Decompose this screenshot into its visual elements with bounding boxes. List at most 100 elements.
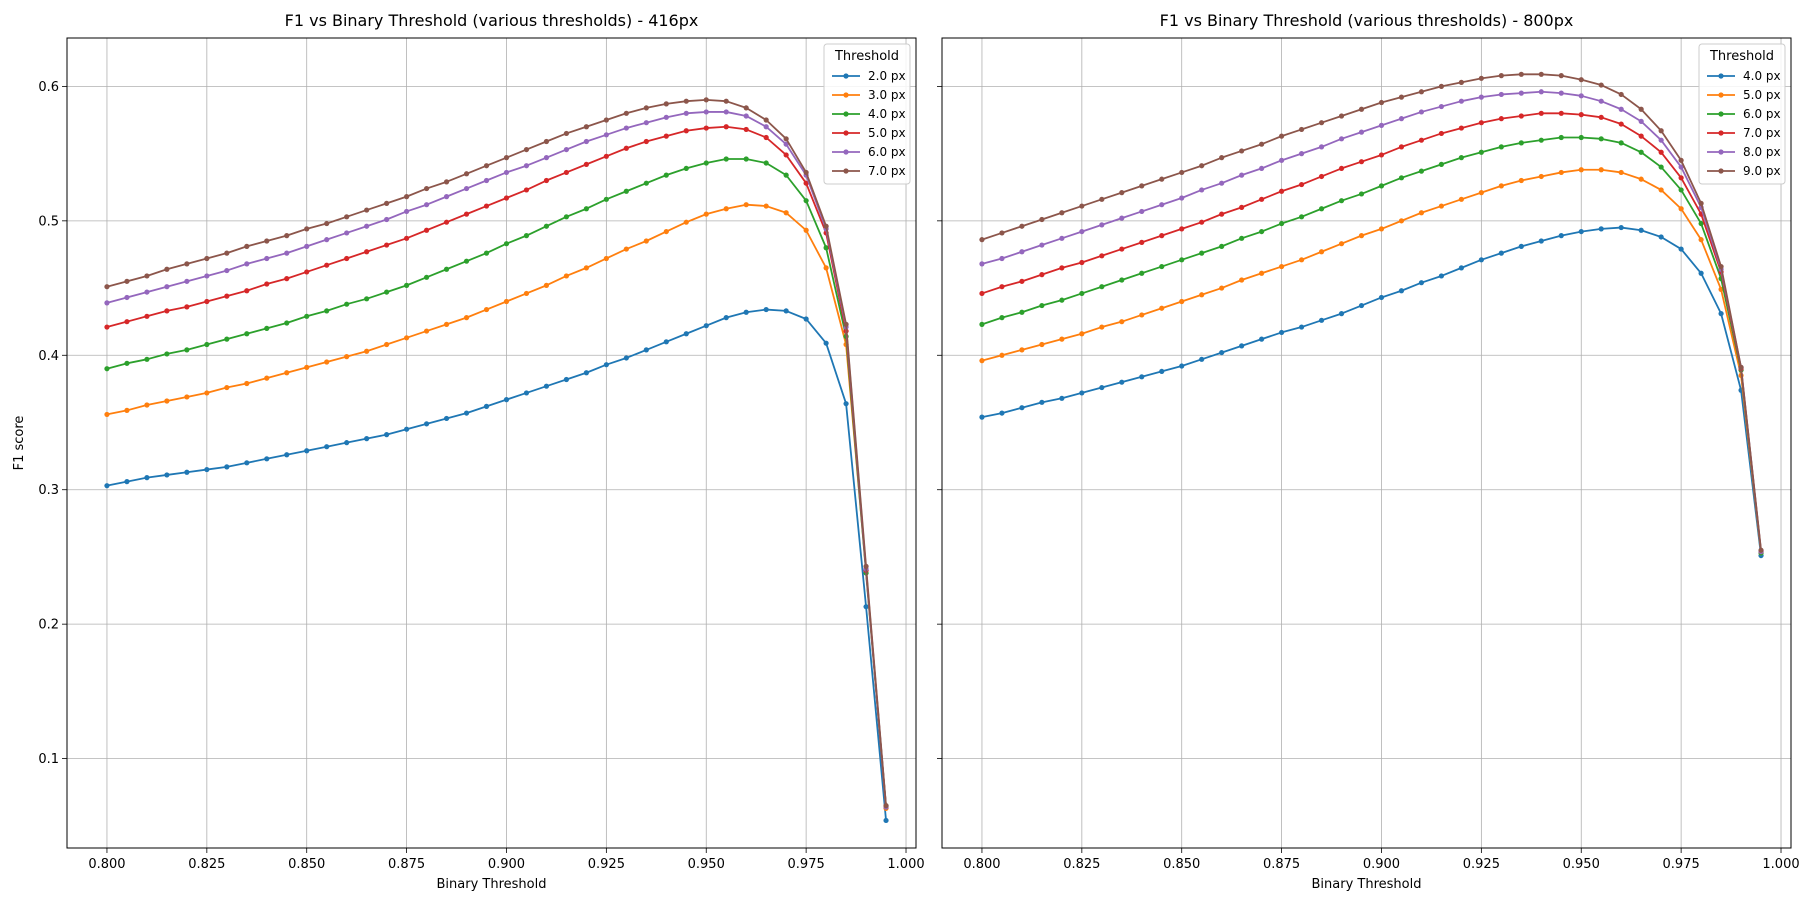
- data-point: [423, 328, 430, 334]
- data-point: [523, 187, 530, 193]
- data-point: [384, 242, 390, 248]
- data-point: [1159, 233, 1165, 239]
- data-point: [1119, 319, 1125, 325]
- legend-label: 3.0 px: [868, 88, 906, 102]
- data-point: [623, 145, 629, 151]
- data-point: [683, 219, 689, 225]
- data-point: [224, 336, 230, 342]
- data-point: [1498, 73, 1504, 79]
- data-point: [1458, 79, 1464, 85]
- data-point: [1598, 136, 1604, 142]
- data-point: [104, 366, 110, 372]
- data-point: [1538, 238, 1544, 244]
- x-tick-label: 0.850: [1163, 857, 1200, 872]
- legend-label: 4.0 px: [1743, 69, 1781, 83]
- data-point: [304, 243, 310, 249]
- data-point: [1518, 243, 1524, 249]
- x-axis-label: Binary Threshold: [1312, 877, 1422, 892]
- data-point: [1338, 311, 1345, 317]
- data-point: [404, 282, 410, 288]
- data-point: [284, 320, 290, 326]
- data-point: [543, 282, 550, 288]
- data-point: [1259, 141, 1265, 147]
- data-point: [979, 261, 985, 267]
- legend-swatch-marker: [1718, 73, 1724, 79]
- data-point: [1598, 98, 1604, 104]
- data-point: [999, 230, 1005, 236]
- data-point: [144, 273, 150, 279]
- data-point: [1418, 280, 1425, 286]
- data-point: [364, 296, 370, 302]
- data-point: [503, 155, 510, 161]
- legend-swatch-marker: [1718, 168, 1724, 174]
- data-point: [1558, 90, 1564, 96]
- data-point: [1318, 249, 1325, 255]
- series-line: [106, 203, 887, 809]
- legend-box: [823, 43, 911, 185]
- data-point: [124, 479, 130, 485]
- data-point: [463, 211, 470, 217]
- data-point: [1458, 196, 1464, 202]
- data-point: [523, 290, 530, 297]
- data-point: [404, 335, 410, 341]
- data-point: [483, 250, 490, 256]
- data-point: [563, 376, 570, 383]
- data-point: [623, 355, 629, 361]
- data-point: [1538, 71, 1544, 77]
- data-point: [1478, 94, 1484, 100]
- data-point: [184, 347, 190, 353]
- data-point: [1618, 121, 1624, 127]
- data-point: [979, 237, 985, 243]
- data-point: [999, 352, 1005, 358]
- data-point: [743, 309, 749, 315]
- data-point: [1758, 547, 1764, 553]
- data-point: [184, 304, 190, 310]
- data-point: [583, 206, 589, 212]
- data-point: [603, 255, 609, 262]
- data-point: [763, 160, 769, 166]
- data-point: [723, 109, 729, 115]
- series-5-0-px: [104, 124, 889, 810]
- data-point: [443, 194, 450, 200]
- data-point: [1478, 149, 1484, 155]
- data-point: [1159, 176, 1165, 182]
- data-point: [603, 153, 609, 159]
- data-point: [1318, 317, 1325, 323]
- data-point: [1578, 228, 1584, 235]
- data-point: [1358, 191, 1365, 197]
- x-tick-label: 0.975: [788, 857, 825, 872]
- data-point: [1259, 336, 1265, 342]
- data-point: [703, 109, 709, 115]
- x-tick-label: 0.925: [588, 857, 625, 872]
- legend-swatch-marker: [1718, 149, 1724, 155]
- data-point: [1398, 218, 1405, 224]
- data-point: [1099, 384, 1105, 391]
- data-point: [264, 375, 270, 381]
- data-point: [823, 245, 829, 251]
- data-point: [1658, 234, 1664, 240]
- data-point: [1119, 246, 1125, 252]
- data-point: [1099, 222, 1105, 228]
- data-point: [763, 134, 769, 141]
- data-point: [843, 401, 849, 407]
- data-point: [663, 133, 669, 139]
- x-axis-label: Binary Threshold: [437, 877, 547, 892]
- data-point: [144, 313, 150, 319]
- data-point: [244, 288, 250, 294]
- series-line: [981, 136, 1762, 553]
- data-point: [304, 226, 310, 232]
- data-point: [1598, 114, 1604, 120]
- data-point: [763, 124, 769, 130]
- x-tick-label: 1.000: [1762, 857, 1799, 872]
- data-point: [723, 315, 729, 321]
- data-point: [1618, 140, 1624, 146]
- data-point: [979, 414, 985, 420]
- data-point: [1438, 83, 1445, 89]
- x-tick-label: 0.875: [1263, 857, 1300, 872]
- data-point: [1219, 180, 1225, 186]
- data-point: [423, 185, 430, 192]
- data-point: [1139, 312, 1145, 318]
- data-point: [1219, 243, 1225, 249]
- data-point: [284, 276, 290, 282]
- data-point: [124, 278, 130, 284]
